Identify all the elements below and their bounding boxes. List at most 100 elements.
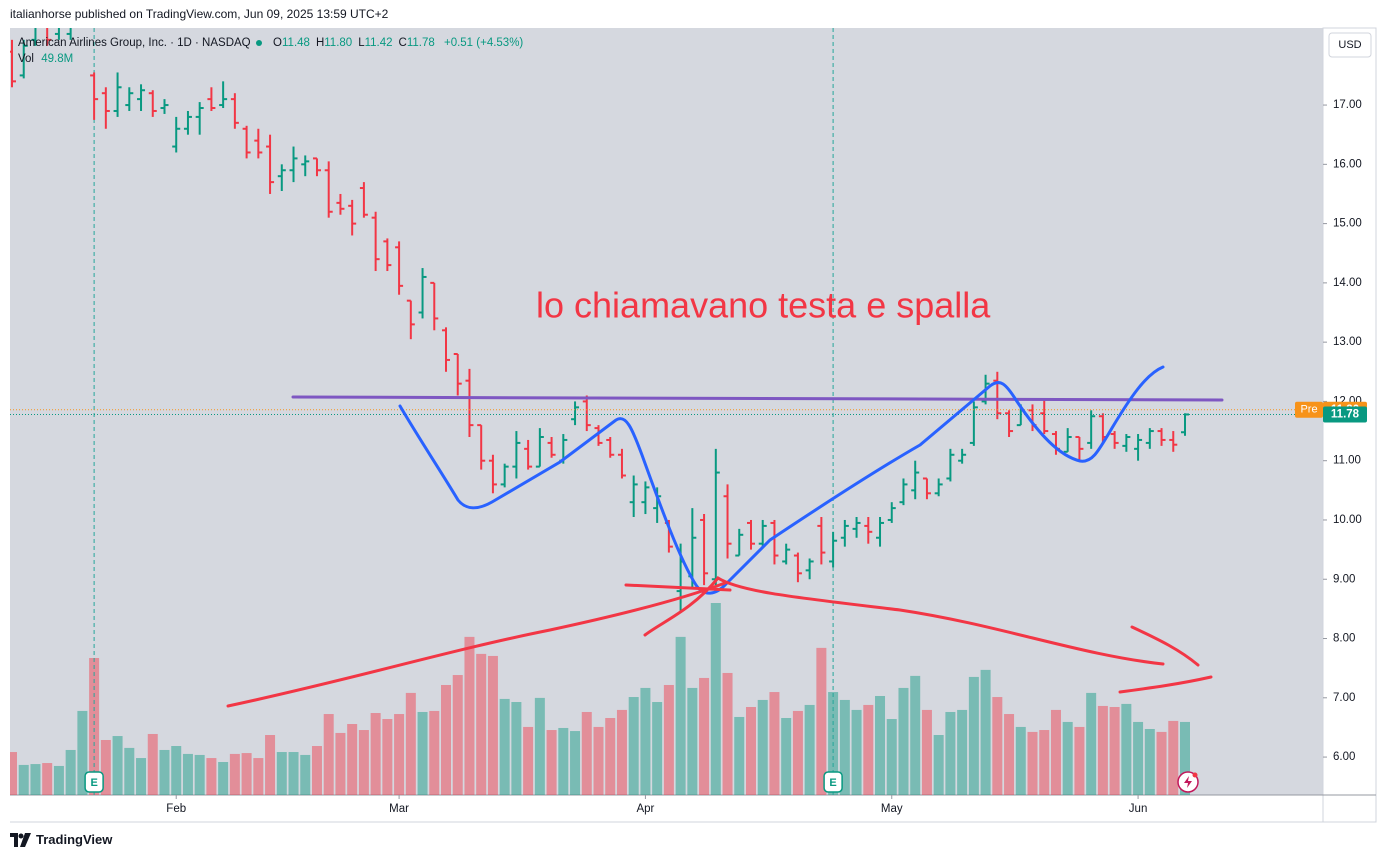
volume-bar [804, 704, 815, 795]
volume-bar [839, 699, 850, 795]
volume-bar [745, 706, 756, 795]
volume-bar [1168, 720, 1179, 795]
y-tick-label: 7.00 [1333, 692, 1355, 704]
y-tick-label: 15.00 [1333, 218, 1362, 230]
price-layer [10, 28, 1323, 612]
publish-line: italianhorse published on TradingView.co… [10, 7, 389, 21]
logo-part [20, 832, 31, 847]
volume-bar [417, 711, 428, 795]
volume-bar [558, 727, 569, 795]
volume-bar [476, 653, 487, 795]
volume-bar [499, 698, 510, 795]
volume-bar [394, 714, 405, 795]
volume-bar [124, 747, 135, 795]
y-tick-label: 14.00 [1333, 277, 1362, 289]
volume-trend-down [643, 576, 1165, 666]
volume-bar [616, 709, 627, 795]
volume-bar [675, 636, 686, 795]
volume-bar [769, 692, 780, 795]
legend-value: 11.80 [324, 37, 353, 49]
volume-bar [335, 732, 346, 795]
volume-bar [1180, 721, 1190, 795]
legend-row: Vol 49.8M [18, 51, 523, 67]
volume-bar [581, 711, 592, 795]
volume-bar [382, 719, 393, 795]
legend-dot [255, 40, 262, 46]
volume-bar [863, 704, 874, 795]
volume-bar [300, 754, 311, 795]
volume-bar [112, 736, 123, 795]
volume-bar [241, 753, 252, 795]
volume-bar [710, 603, 721, 795]
volume-bar [1121, 703, 1132, 795]
volume-bar [851, 709, 862, 795]
arrow-stroke [1130, 625, 1200, 667]
volume-bar [546, 730, 557, 795]
volume-bar [1133, 721, 1144, 795]
y-tick-label: 17.00 [1333, 99, 1362, 111]
volume-bar [288, 752, 299, 795]
volume-bar [10, 752, 17, 795]
volume-bar [206, 758, 217, 795]
y-tick-label: 6.00 [1333, 751, 1355, 763]
y-tick-label: 9.00 [1333, 573, 1355, 585]
x-tick-label: Apr [636, 803, 654, 815]
volume-bar [886, 719, 897, 795]
volume-bar [628, 697, 639, 795]
x-tick-label: Feb [166, 803, 186, 815]
axes: 6.007.008.009.0010.0011.0012.0013.0014.0… [166, 99, 1367, 815]
volume-bar [910, 675, 921, 795]
drawings [226, 365, 1224, 708]
volume-bar [218, 761, 229, 795]
currency-box [1328, 32, 1372, 58]
volume-bar [945, 711, 956, 795]
volume-bar [100, 739, 111, 795]
volume-bar [452, 675, 463, 795]
arrow-stroke [1118, 675, 1213, 694]
volume-bar [992, 697, 1003, 795]
volume-bar [323, 714, 334, 795]
volume-bar [370, 713, 381, 795]
price-axis-background [1322, 27, 1377, 823]
y-tick-label: 8.00 [1333, 633, 1355, 645]
volume-bar [980, 669, 991, 795]
plot-background [10, 28, 1323, 795]
footer: TradingView [10, 832, 112, 847]
event-label: E [829, 777, 836, 789]
volume-bar [1004, 714, 1015, 795]
volume-bar [89, 658, 100, 795]
volume-value: 49.8M [41, 53, 74, 65]
event-label: E [90, 777, 97, 789]
volume-bar [194, 754, 205, 795]
logo [10, 832, 31, 847]
volume-bar [757, 699, 768, 795]
volume-bar [570, 731, 581, 795]
volume-bar [699, 677, 710, 795]
volume-bar [1086, 692, 1097, 795]
volume-bar [171, 746, 182, 795]
volume-bar [147, 733, 158, 795]
legend-value: 11.78 [406, 37, 435, 49]
volume-layer [10, 603, 1190, 795]
volume-bar [722, 672, 733, 795]
volume-bar [1050, 709, 1061, 795]
volume-bar [311, 746, 322, 795]
volume-bar [663, 684, 674, 795]
price-label: 11.78 [1331, 408, 1360, 420]
volume-bar [1156, 731, 1167, 795]
y-tick-label: 16.00 [1333, 158, 1362, 170]
legend-fields: O11.48 H11.80 L11.42 C11.78 [267, 37, 435, 49]
volume-bar [1039, 730, 1050, 795]
volume-bar [898, 687, 909, 795]
change: +0.51 (+4.53%) [443, 37, 524, 49]
y-tick-label: 13.00 [1333, 336, 1362, 348]
legend-row: American Airlines Group, Inc. · 1D · NAS… [18, 35, 523, 51]
volume-bar [347, 724, 358, 795]
logo-part [18, 833, 24, 838]
x-tick-label: Mar [389, 803, 409, 815]
volume-bar [276, 752, 287, 795]
volume-bar [734, 716, 745, 795]
volume-bar [1074, 726, 1085, 795]
